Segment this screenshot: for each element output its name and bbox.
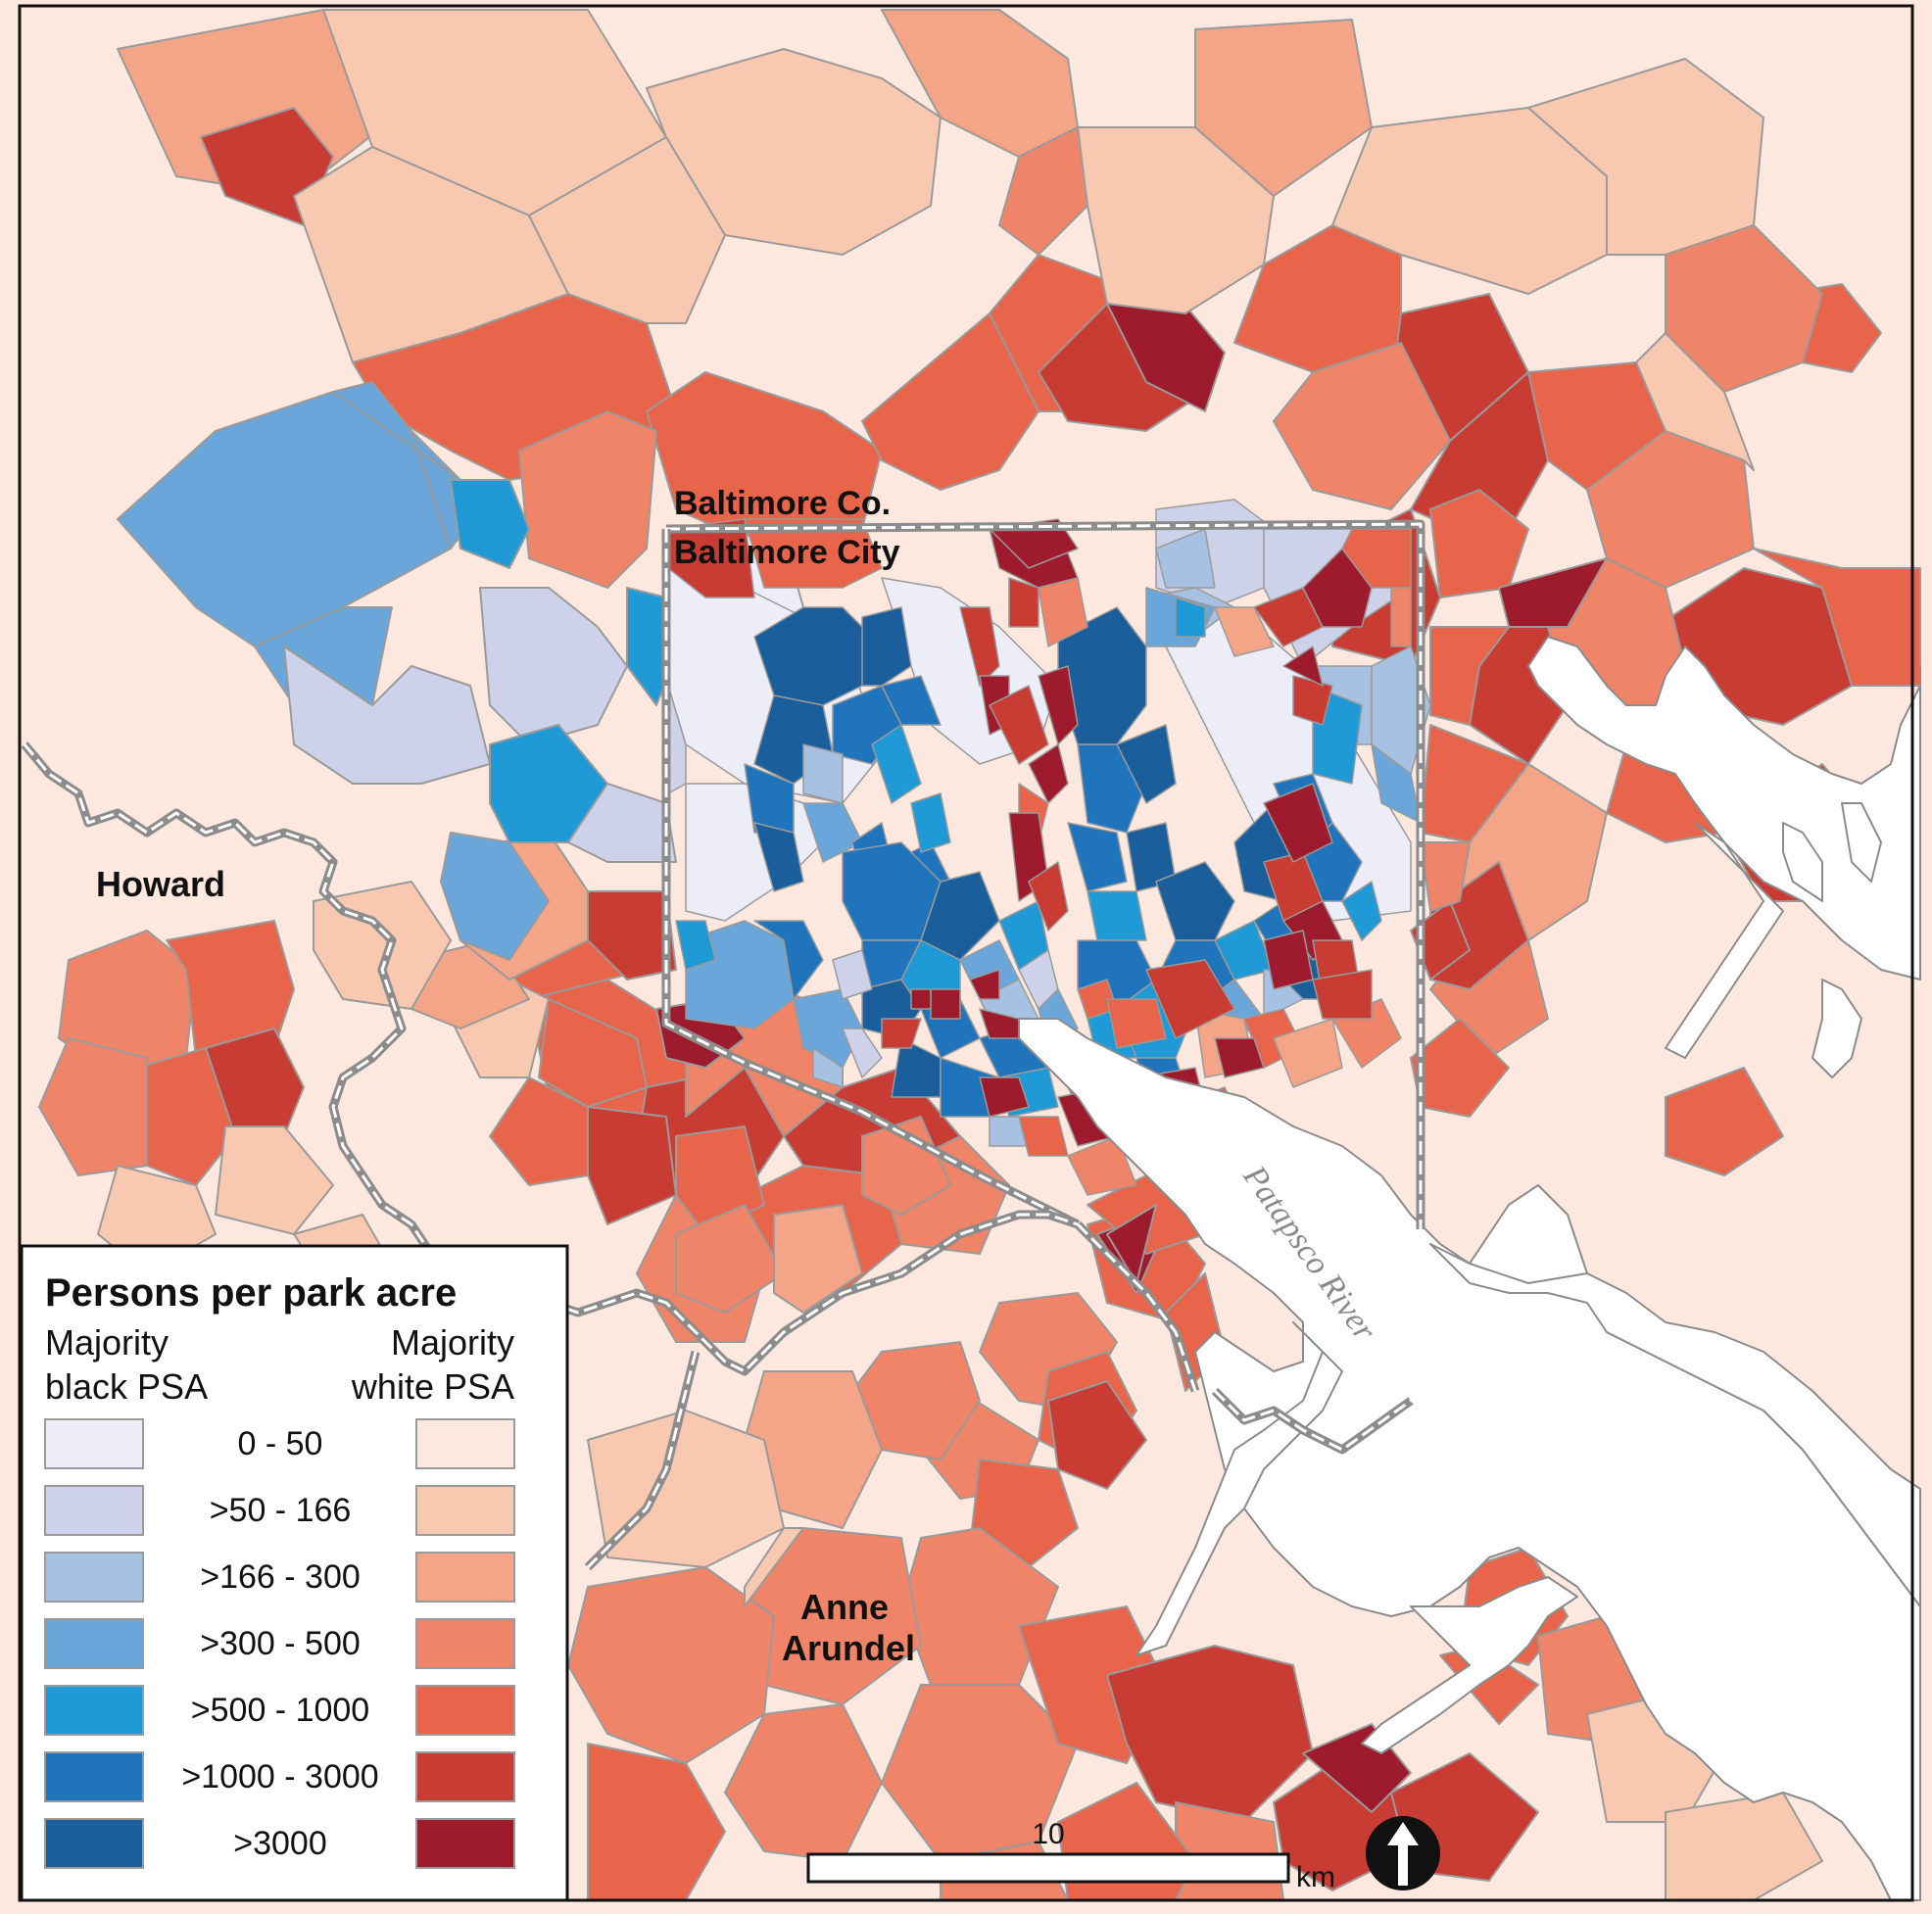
boundaries xyxy=(21,519,1425,1571)
legend-class-label: >300 - 500 xyxy=(200,1625,361,1662)
legend-swatch-white-5 xyxy=(415,1751,515,1802)
white-majority-cells xyxy=(38,9,1921,1901)
legend-swatch-white-3 xyxy=(415,1618,515,1669)
legend: Persons per park acre Majority black PSA… xyxy=(20,1244,569,1902)
scale-bar-unit: km xyxy=(1296,1861,1335,1893)
legend-swatch-black-0 xyxy=(44,1418,144,1469)
legend-swatch-black-1 xyxy=(44,1485,144,1536)
legend-rows: 0 - 50 >50 - 166 >166 - 300 >300 - 500 >500 … xyxy=(44,1418,515,1869)
legend-title: Persons per park acre xyxy=(45,1271,457,1315)
legend-swatch-white-1 xyxy=(415,1485,515,1536)
legend-swatch-white-2 xyxy=(415,1552,515,1603)
legend-class-label: >3000 xyxy=(233,1825,327,1862)
legend-swatch-black-2 xyxy=(44,1552,144,1603)
legend-class-label: 0 - 50 xyxy=(238,1425,323,1462)
legend-swatch-white-0 xyxy=(415,1418,515,1469)
label-howard: Howard xyxy=(96,864,225,904)
legend-right-heading-2: white PSA xyxy=(351,1366,514,1407)
legend-class-label: >500 - 1000 xyxy=(191,1692,369,1729)
scale-bar: 10 km xyxy=(806,1818,1335,1893)
legend-swatch-white-6 xyxy=(415,1818,515,1869)
legend-swatch-black-6 xyxy=(44,1818,144,1869)
scale-bar-box xyxy=(806,1852,1290,1884)
label-anne-arundel-line2: Arundel xyxy=(782,1628,915,1668)
legend-class-label: >50 - 166 xyxy=(210,1492,352,1529)
legend-left-heading-1: Majority xyxy=(45,1322,169,1363)
legend-right-heading-1: Majority xyxy=(391,1322,514,1363)
legend-swatch-black-3 xyxy=(44,1618,144,1669)
legend-left-heading-2: black PSA xyxy=(45,1366,208,1407)
label-baltimore-city: Baltimore City xyxy=(674,534,900,571)
legend-class-label: >166 - 300 xyxy=(200,1558,361,1596)
label-anne-arundel-line1: Anne xyxy=(800,1587,889,1627)
legend-swatch-black-5 xyxy=(44,1751,144,1802)
label-baltimore-county: Baltimore Co. xyxy=(674,485,891,522)
water-bodies xyxy=(1018,636,1921,1901)
legend-class-label: >1000 - 3000 xyxy=(181,1758,378,1795)
north-arrow-icon xyxy=(1366,1816,1440,1890)
legend-swatch-black-4 xyxy=(44,1685,144,1736)
map-frame xyxy=(18,4,1914,1902)
scale-bar-value: 10 xyxy=(1032,1818,1064,1850)
legend-swatch-white-4 xyxy=(415,1685,515,1736)
